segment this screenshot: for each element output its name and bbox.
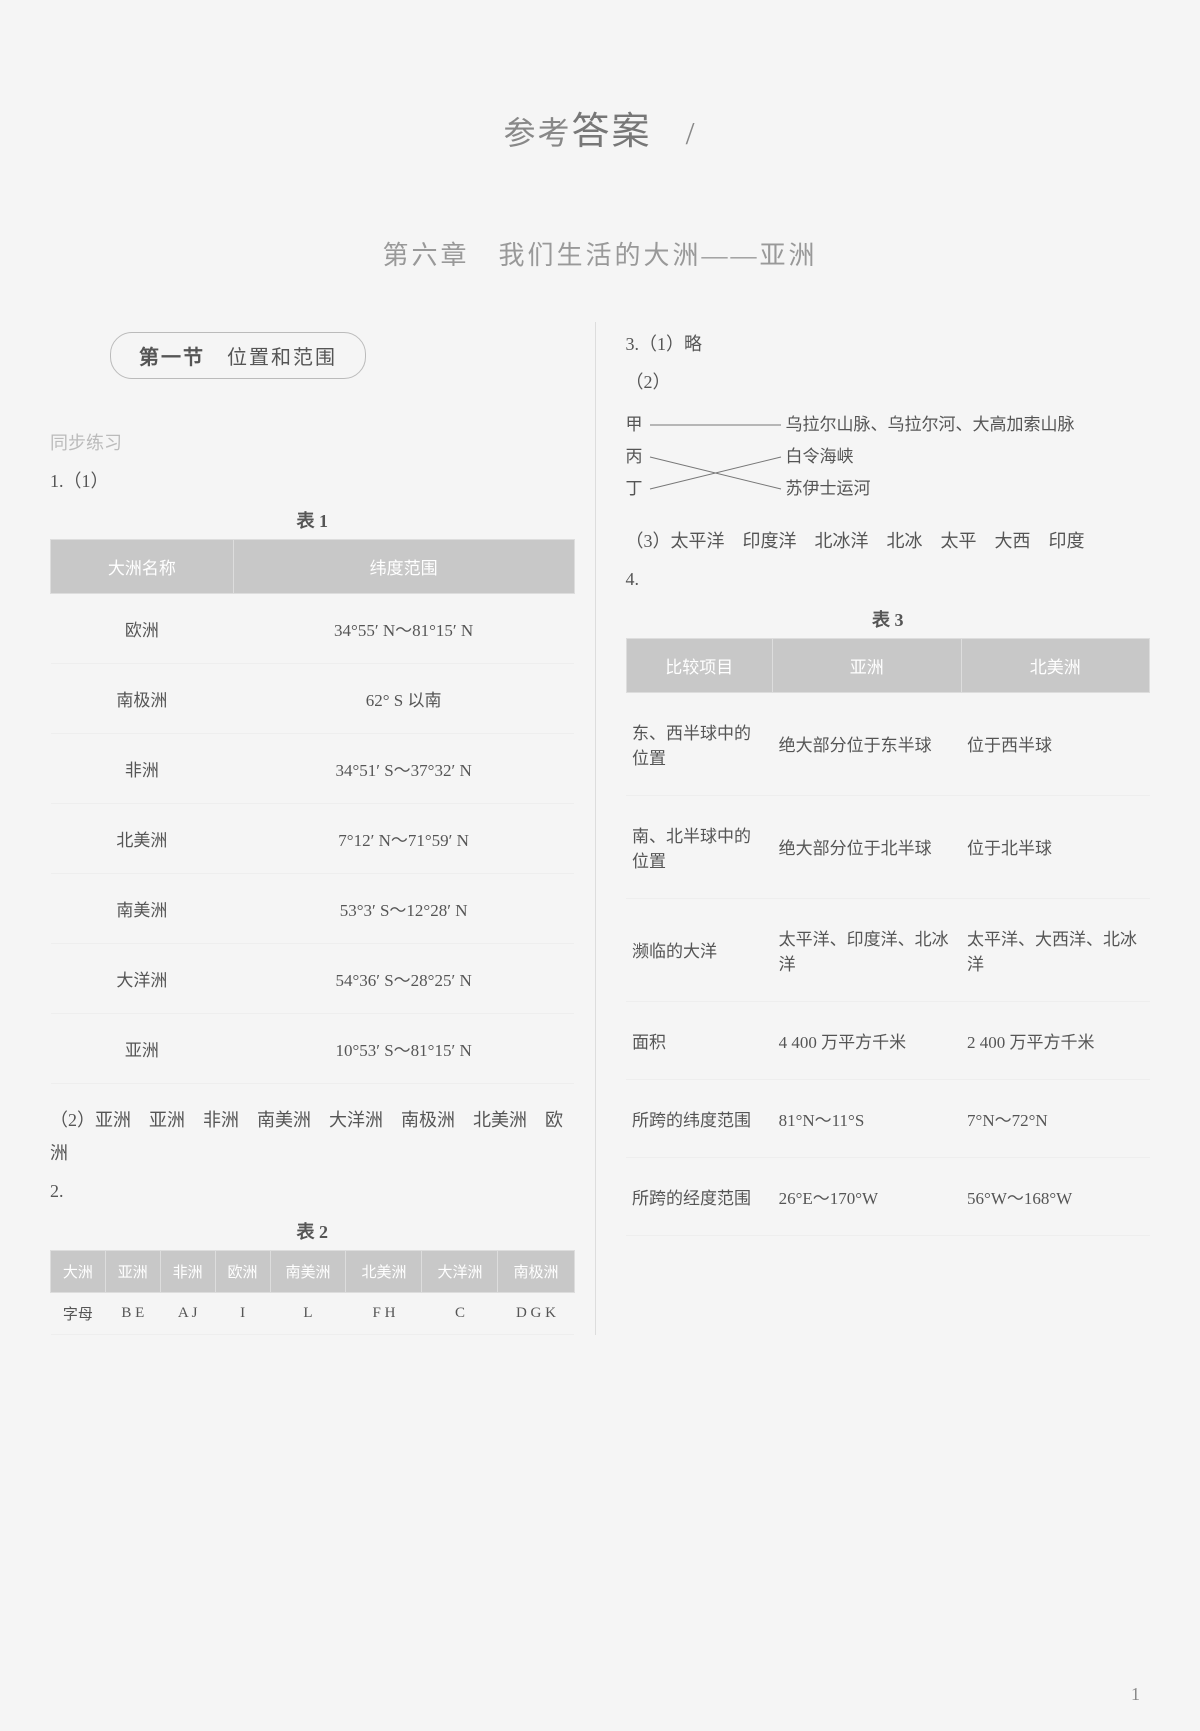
table-cell: 绝大部分位于东半球 [773, 692, 961, 795]
table-cell: 53°3′ S～12°28′ N [233, 874, 574, 944]
table-cell: 面积 [626, 1001, 773, 1079]
table-cell: I [215, 1292, 270, 1334]
table-header: 大洲 [51, 1250, 106, 1292]
match-diagram: 甲 丙 丁 乌拉尔山脉、乌拉尔河、大高加索山脉 白令海峡 苏伊士运河 [626, 409, 1151, 509]
table-cell: 34°55′ N～81°15′ N [233, 594, 574, 664]
section-num: 第一节 [139, 347, 205, 369]
q1: 1.（1） [50, 465, 575, 497]
table-cell: 非洲 [51, 734, 234, 804]
chapter-title: 第六章 我们生活的大洲——亚洲 [50, 235, 1150, 272]
q3-3: （3）太平洋 印度洋 北冰洋 北冰 太平 大西 印度 [626, 525, 1151, 557]
table-cell: 欧洲 [51, 594, 234, 664]
table-cell: 字母 [51, 1292, 106, 1334]
t3-h1: 亚洲 [773, 638, 961, 692]
table-header: 欧洲 [215, 1250, 270, 1292]
table-cell: L [270, 1292, 346, 1334]
table-cell: 东、西半球中的位置 [626, 692, 773, 795]
table-cell: 56°W～168°W [961, 1157, 1149, 1235]
table-header: 非洲 [160, 1250, 215, 1292]
table-cell: 4 400 万平方千米 [773, 1001, 961, 1079]
table2-label: 表 2 [50, 1218, 575, 1244]
table-3: 比较项目 亚洲 北美洲 东、西半球中的位置绝大部分位于东半球位于西半球南、北半球… [626, 638, 1151, 1236]
table-cell: 濒临的大洋 [626, 898, 773, 1001]
table-cell: 太平洋、印度洋、北冰洋 [773, 898, 961, 1001]
section-name: 位置和范围 [227, 347, 337, 369]
t3-h0: 比较项目 [626, 638, 773, 692]
table-header: 北美洲 [346, 1250, 422, 1292]
table-cell: 太平洋、大西洋、北冰洋 [961, 898, 1149, 1001]
table-cell: 7°N～72°N [961, 1079, 1149, 1157]
q3-2: （2） [626, 366, 1151, 398]
table-cell: 34°51′ S～37°32′ N [233, 734, 574, 804]
match-lines-svg [626, 409, 1151, 509]
table-cell: 2 400 万平方千米 [961, 1001, 1149, 1079]
table-cell: B E [105, 1292, 160, 1334]
table-cell: 所跨的经度范围 [626, 1157, 773, 1235]
table-cell: 81°N～11°S [773, 1079, 961, 1157]
section-pill: 第一节 位置和范围 [110, 332, 366, 379]
table-header: 南极洲 [498, 1250, 574, 1292]
page-number: 1 [1131, 1684, 1140, 1705]
table-header: 大洋洲 [422, 1250, 498, 1292]
table-cell: 亚洲 [51, 1014, 234, 1084]
table-cell: 南美洲 [51, 874, 234, 944]
t1-h1: 纬度范围 [233, 540, 574, 594]
table-header: 南美洲 [270, 1250, 346, 1292]
table3-label: 表 3 [626, 606, 1151, 632]
table-cell: 南、北半球中的位置 [626, 795, 773, 898]
table-cell: 北美洲 [51, 804, 234, 874]
table-cell: 大洋洲 [51, 944, 234, 1014]
table-cell: 10°53′ S～81°15′ N [233, 1014, 574, 1084]
column-left: 第一节 位置和范围 同步练习 1.（1） 表 1 大洲名称 纬度范围 欧洲34°… [50, 322, 596, 1335]
table-cell: F H [346, 1292, 422, 1334]
table-2: 大洲亚洲非洲欧洲南美洲北美洲大洋洲南极洲 字母B EA JILF HCD G K [50, 1250, 575, 1335]
q4: 4. [626, 563, 1151, 595]
table-cell: A J [160, 1292, 215, 1334]
table-header: 亚洲 [105, 1250, 160, 1292]
table-cell: 7°12′ N～71°59′ N [233, 804, 574, 874]
q2: 2. [50, 1175, 575, 1207]
title-prefix: 参考 [504, 115, 572, 151]
table-cell: 26°E～170°W [773, 1157, 961, 1235]
title-main: 答案 [572, 111, 652, 153]
q3-1: 3.（1）略 [626, 328, 1151, 360]
column-right: 3.（1）略 （2） 甲 丙 丁 乌拉尔山脉、乌拉尔河、大高加索山脉 白令海峡 … [626, 322, 1151, 1335]
table-cell: 位于西半球 [961, 692, 1149, 795]
table-cell: 所跨的纬度范围 [626, 1079, 773, 1157]
page-title: 参考答案 / [50, 100, 1150, 155]
t1-h0: 大洲名称 [51, 540, 234, 594]
table-cell: 南极洲 [51, 664, 234, 734]
table-1: 大洲名称 纬度范围 欧洲34°55′ N～81°15′ N南极洲62° S 以南… [50, 539, 575, 1084]
table-cell: 54°36′ S～28°25′ N [233, 944, 574, 1014]
table-cell: 位于北半球 [961, 795, 1149, 898]
table1-label: 表 1 [50, 507, 575, 533]
q1-2: （2）亚洲 亚洲 非洲 南美洲 大洋洲 南极洲 北美洲 欧洲 [50, 1104, 575, 1169]
table-cell: 62° S 以南 [233, 664, 574, 734]
table-cell: D G K [498, 1292, 574, 1334]
table-cell: 绝大部分位于北半球 [773, 795, 961, 898]
subhead-sync: 同步练习 [50, 429, 575, 455]
table-cell: C [422, 1292, 498, 1334]
t3-h2: 北美洲 [961, 638, 1149, 692]
